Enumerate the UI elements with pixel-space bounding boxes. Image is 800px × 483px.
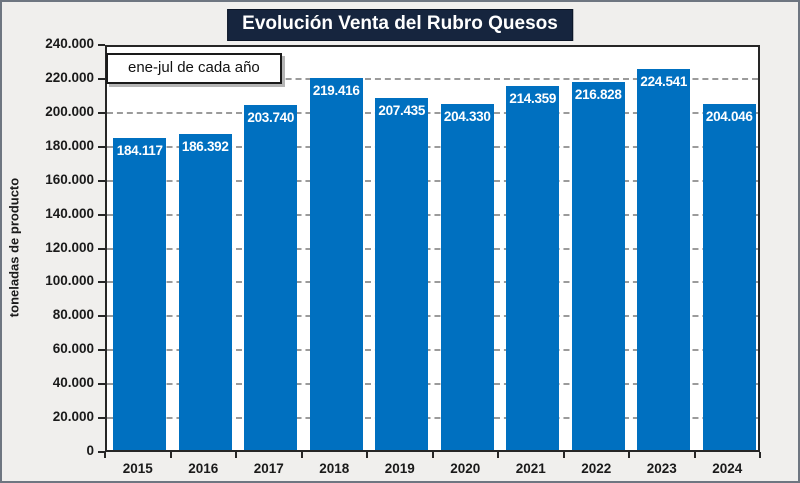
x-tick-label: 2021 [515, 461, 546, 476]
y-tick-mark [98, 179, 105, 182]
bar-value-label: 219.416 [312, 82, 360, 98]
y-tick-label: 0 [86, 443, 94, 458]
gridline [107, 349, 758, 352]
x-tick-label: 2016 [188, 461, 219, 476]
bar: 216.828 [571, 82, 625, 450]
bar: 214.359 [506, 86, 560, 450]
x-tick-mark [104, 452, 106, 458]
bar: 219.416 [309, 77, 363, 450]
gridline [107, 417, 758, 420]
y-tick-label: 20.000 [52, 409, 94, 425]
gridline [107, 111, 758, 114]
y-tick-label: 120.000 [45, 239, 94, 255]
y-tick-mark [98, 281, 105, 284]
x-tick-mark [431, 452, 434, 458]
x-tick-mark [169, 452, 172, 458]
y-tick-mark [98, 44, 105, 46]
bar-value-label: 186.392 [181, 138, 229, 154]
x-tick-label: 2017 [253, 461, 284, 476]
x-tick-label: 2023 [646, 461, 677, 476]
gridline [107, 179, 758, 182]
x-tick-mark [759, 452, 761, 458]
y-tick-label: 60.000 [52, 341, 94, 357]
x-tick-label: 2024 [712, 461, 743, 476]
bar-value-label: 216.828 [574, 87, 622, 103]
x-tick-mark [628, 452, 630, 458]
bar-value-label: 184.117 [116, 142, 163, 158]
x-tick-mark [366, 452, 368, 458]
y-tick-mark [98, 77, 105, 80]
bar: 184.117 [113, 137, 167, 450]
y-tick-mark [98, 315, 105, 318]
gridline [107, 315, 758, 318]
bar: 203.740 [244, 104, 298, 450]
y-tick-mark [98, 145, 105, 148]
x-tick-label: 2022 [581, 461, 612, 476]
x-tick-label: 2015 [122, 461, 153, 476]
x-tick-label: 2018 [319, 461, 350, 476]
bar: 204.046 [702, 103, 756, 450]
bar-value-label: 207.435 [378, 103, 426, 119]
x-tick-mark [300, 452, 303, 458]
annotation-text: ene-jul de cada año [128, 59, 260, 76]
y-tick-label: 80.000 [52, 307, 94, 323]
bar-value-label: 204.046 [705, 108, 753, 124]
bar: 186.392 [178, 133, 232, 450]
gridline [107, 77, 758, 80]
plot-area: 184.117 186.392 203.740 219.416 207.435 204.3… [105, 45, 760, 452]
y-tick-label: 140.000 [45, 205, 94, 221]
x-tick-mark [562, 452, 565, 458]
y-tick-mark [98, 349, 105, 352]
bar: 204.330 [440, 103, 494, 450]
y-tick-mark [98, 383, 105, 386]
gridline [107, 145, 758, 148]
bar: 224.541 [637, 69, 691, 450]
gridline [107, 247, 758, 250]
gridline [107, 281, 758, 284]
y-tick-mark [98, 213, 105, 216]
y-tick-label: 100.000 [45, 273, 94, 289]
bar-value-label: 214.359 [509, 91, 557, 107]
x-tick-mark [235, 452, 237, 458]
gridline [107, 213, 758, 216]
y-tick-mark [98, 451, 105, 453]
bar-value-label: 203.740 [247, 109, 295, 125]
x-tick-label: 2020 [450, 461, 481, 476]
y-tick-label: 40.000 [52, 375, 94, 391]
annotation-box: ene-jul de cada año [106, 53, 282, 84]
x-tick-mark [693, 452, 696, 458]
x-tick-label: 2019 [384, 461, 415, 476]
y-tick-mark [98, 247, 105, 250]
gridline [107, 383, 758, 386]
y-tick-mark [98, 417, 105, 420]
y-tick-label: 220.000 [45, 69, 94, 85]
y-tick-label: 160.000 [45, 171, 94, 187]
y-tick-mark [98, 111, 105, 114]
y-tick-label: 240.000 [45, 36, 94, 51]
x-tick-mark [497, 452, 499, 458]
bar: 207.435 [375, 98, 429, 450]
y-tick-label: 200.000 [45, 103, 94, 119]
y-tick-label: 180.000 [45, 137, 94, 153]
bar-value-label: 224.541 [640, 74, 688, 90]
bar-value-label: 204.330 [443, 108, 491, 124]
chart-title: Evolución Venta del Rubro Quesos [227, 9, 573, 41]
